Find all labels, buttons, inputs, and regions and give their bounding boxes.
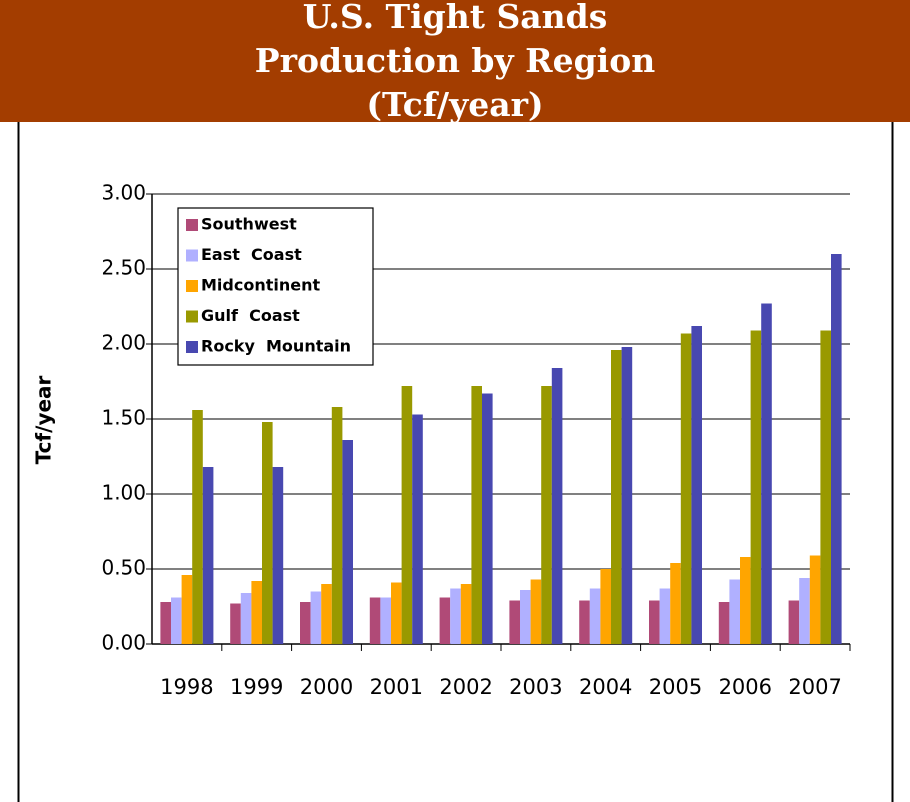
y-tick-label: 1.50 [101,406,146,430]
bar [509,600,520,644]
bar [831,254,842,644]
bar [600,569,611,644]
y-tick-label: 0.50 [101,556,146,580]
x-tick-label: 2003 [509,675,562,699]
x-tick-label: 1999 [230,675,283,699]
bar [439,597,451,644]
bar [181,575,193,644]
bar [740,557,751,644]
legend-label: Midcontinent [201,276,320,295]
bar [482,393,493,644]
bar [321,584,332,644]
bar [750,330,762,644]
bar [412,414,423,644]
legend-label: Gulf Coast [201,306,300,325]
bar [331,407,343,644]
y-tick-label: 3.00 [101,181,146,205]
bar [820,330,831,644]
y-tick-label: 1.00 [101,481,146,505]
legend-swatch [186,280,198,292]
bar [611,350,622,644]
bar [551,368,563,644]
y-tick-label: 2.50 [101,256,146,280]
legend-swatch [186,310,198,323]
legend-label: East Coast [201,245,302,264]
bar [809,555,821,644]
bar [401,386,413,644]
bar [621,347,633,644]
bar [589,588,601,644]
chart-title: U.S. Tight Sands Production by Region (T… [254,0,656,124]
header: U.S. Tight Sands Production by Region (T… [0,0,910,124]
x-tick-label: 2000 [300,675,353,699]
legend-swatch [186,219,198,231]
bar [202,467,214,644]
legend-swatch [186,249,198,262]
x-tick-label: 1998 [160,675,213,699]
bar [691,326,702,644]
bar [262,422,273,644]
bar [530,579,542,644]
bar [761,303,772,644]
bar [369,597,381,644]
bar [718,602,730,644]
bar [788,600,800,644]
bar [380,597,391,644]
bar [729,579,740,644]
bar [541,386,552,644]
bar [160,602,171,644]
bar [659,588,671,644]
x-tick-label: 2002 [439,675,492,699]
x-tick-label: 2004 [579,675,632,699]
bar [391,582,402,644]
bar [579,600,590,644]
x-tick-label: 2001 [370,675,423,699]
x-tick-label: 2005 [649,675,702,699]
bar [799,578,810,644]
legend-swatch [186,341,198,353]
y-axis-label: Tcf/year [32,375,56,464]
bar [680,333,692,644]
bar [450,588,461,644]
bar [310,591,322,644]
x-tick-label: 2007 [788,675,841,699]
legend-box [177,207,374,366]
bar [251,581,262,644]
x-tick-label: 2006 [719,675,772,699]
bar [230,603,241,644]
bar [670,563,681,644]
bar [342,440,353,644]
bar [171,597,182,644]
bar [192,410,203,644]
y-tick-label: 0.00 [101,631,146,655]
y-tick-label: 2.00 [101,331,146,355]
bar [649,600,660,644]
bar [520,590,531,644]
legend-label: Rocky Mountain [201,337,351,356]
bar [272,467,284,644]
bar [471,386,482,644]
bar [460,584,472,644]
legend-label: Southwest [201,215,297,234]
bar [240,593,252,644]
bar [300,602,311,644]
